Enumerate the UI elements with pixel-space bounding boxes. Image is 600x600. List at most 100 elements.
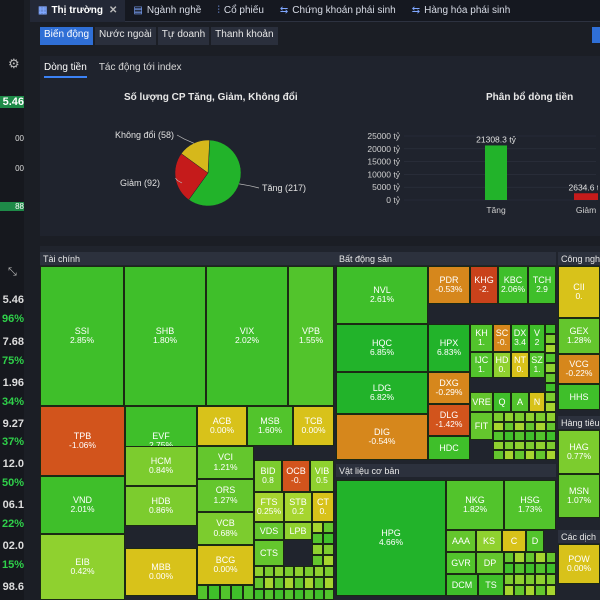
heatmap-tile-small[interactable] bbox=[545, 552, 556, 563]
heatmap-tile-small[interactable] bbox=[535, 450, 546, 460]
heatmap-tile-acb[interactable]: ACB 0.00% bbox=[197, 406, 247, 446]
heatmap-tile-small[interactable] bbox=[208, 585, 220, 600]
heatmap-tile-small[interactable] bbox=[312, 544, 323, 555]
heatmap-tile-small[interactable] bbox=[294, 577, 304, 589]
heatmap-tile-small[interactable] bbox=[493, 421, 504, 432]
tab-tac-dong-index[interactable]: Tác động tới index bbox=[98, 62, 182, 73]
heatmap-tile-d[interactable]: D bbox=[526, 530, 544, 552]
subtab-bien-dong[interactable]: Biến động bbox=[40, 27, 94, 45]
heatmap-tile-hpx[interactable]: HPX 6.83% bbox=[428, 324, 470, 372]
expand-icon[interactable]: ⤡ bbox=[8, 266, 17, 278]
heatmap-tile-small[interactable] bbox=[304, 566, 314, 578]
heatmap-tile-small[interactable] bbox=[545, 324, 556, 334]
heatmap-tile-hag[interactable]: HAG 0.77% bbox=[558, 430, 600, 474]
heatmap-tile-small[interactable] bbox=[514, 552, 525, 563]
heatmap-tile-small[interactable] bbox=[524, 563, 536, 574]
heatmap-tile-small[interactable] bbox=[545, 440, 556, 451]
heatmap-tile-small[interactable] bbox=[545, 412, 556, 422]
heatmap-tile-tpb[interactable]: TPB -1.06% bbox=[40, 406, 125, 476]
heatmap-tile-small[interactable] bbox=[504, 574, 515, 585]
heatmap-tile-ijc[interactable]: IJC 1. bbox=[470, 352, 493, 378]
sector-header[interactable]: Tài chính bbox=[40, 252, 336, 265]
heatmap-tile-hd[interactable]: HD 0. bbox=[493, 352, 511, 378]
heatmap-tile-small[interactable] bbox=[545, 372, 556, 383]
heatmap-tile-hqc[interactable]: HQC 6.85% bbox=[336, 324, 428, 372]
heatmap-tile-ors[interactable]: ORS 1.27% bbox=[197, 479, 254, 512]
heatmap-tile-small[interactable] bbox=[219, 585, 232, 600]
tab-dong-tien[interactable]: Dòng tiền bbox=[44, 62, 87, 78]
heatmap-tile-hcm[interactable]: HCM 0.84% bbox=[125, 446, 197, 486]
heatmap-tile-small[interactable] bbox=[524, 412, 535, 422]
heatmap-tile-small[interactable] bbox=[524, 440, 535, 451]
heatmap-tile-small[interactable] bbox=[545, 402, 556, 412]
heatmap-tile-gvr[interactable]: GVR bbox=[446, 552, 476, 574]
heatmap-tile-small[interactable] bbox=[264, 588, 274, 600]
heatmap-tile-dxg[interactable]: DXG -0.29% bbox=[428, 372, 470, 404]
heatmap-tile-small[interactable] bbox=[545, 363, 556, 373]
heatmap-tile-small[interactable] bbox=[545, 421, 556, 432]
heatmap-tile-small[interactable] bbox=[545, 382, 556, 393]
heatmap-tile-tcb[interactable]: TCB 0.00% bbox=[293, 406, 334, 446]
heatmap-tile-sz[interactable]: SZ 1. bbox=[529, 352, 545, 378]
heatmap-tile-aaa[interactable]: AAA bbox=[446, 530, 476, 552]
heatmap-tile-ocb[interactable]: OCB -0. bbox=[282, 460, 310, 492]
heatmap-tile-dp[interactable]: DP bbox=[476, 552, 504, 574]
heatmap-tile-small[interactable] bbox=[324, 588, 334, 600]
heatmap-tile-small[interactable] bbox=[545, 353, 556, 364]
heatmap-tile-small[interactable] bbox=[545, 392, 556, 403]
heatmap-tile-dcm[interactable]: DCM bbox=[446, 574, 478, 596]
heatmap-tile-vix[interactable]: VIX 2.02% bbox=[206, 266, 288, 406]
heatmap-tile-small[interactable] bbox=[254, 566, 264, 578]
heatmap-tile-eib[interactable]: EIB 0.42% bbox=[40, 534, 125, 600]
heatmap-tile-small[interactable] bbox=[503, 412, 514, 422]
sector-header[interactable]: Công nghệ bbox=[558, 252, 600, 265]
heatmap-tile-small[interactable] bbox=[545, 333, 556, 344]
heatmap-tile-cii[interactable]: CII 0. bbox=[558, 266, 600, 318]
heatmap-tile-mbb[interactable]: MBB 0.00% bbox=[125, 548, 197, 596]
heatmap-tile-sc[interactable]: SC -0. bbox=[493, 324, 511, 352]
heatmap-tile-small[interactable] bbox=[274, 588, 284, 600]
heatmap-tile-n[interactable]: N bbox=[529, 392, 545, 412]
sector-header[interactable]: Vật liệu cơ bản bbox=[336, 464, 556, 477]
tab-co-phieu[interactable]: ⫶ Cổ phiếu bbox=[209, 0, 272, 22]
heatmap-tile-vcg[interactable]: VCG -0.22% bbox=[558, 354, 600, 384]
tab-nganh-nghe[interactable]: ▤ Ngành nghề bbox=[125, 0, 209, 22]
heatmap-tile-small[interactable] bbox=[312, 522, 323, 533]
heatmap-tile-small[interactable] bbox=[274, 566, 284, 578]
heatmap-tile-small[interactable] bbox=[514, 440, 525, 451]
heatmap-tile-small[interactable] bbox=[254, 577, 264, 589]
heatmap-tile-tch[interactable]: TCH 2.9 bbox=[528, 266, 556, 304]
heatmap-tile-vci[interactable]: VCI 1.21% bbox=[197, 446, 254, 479]
heatmap-tile-small[interactable] bbox=[493, 450, 504, 460]
heatmap-tile-small[interactable] bbox=[323, 533, 334, 544]
heatmap-tile-nkg[interactable]: NKG 1.82% bbox=[446, 480, 504, 530]
heatmap-tile-small[interactable] bbox=[545, 431, 556, 441]
tab-thi-truong[interactable]: ▦ Thị trường ✕ bbox=[30, 0, 126, 22]
heatmap-tile-small[interactable] bbox=[545, 563, 556, 574]
heatmap-tile-small[interactable] bbox=[524, 421, 535, 432]
heatmap-tile-small[interactable] bbox=[264, 566, 274, 578]
heatmap-tile-ks[interactable]: KS bbox=[476, 530, 502, 552]
heatmap-tile-small[interactable] bbox=[504, 585, 515, 596]
heatmap-tile-small[interactable] bbox=[514, 421, 525, 432]
heatmap-tile-small[interactable] bbox=[524, 552, 536, 563]
heatmap-tile-small[interactable] bbox=[503, 450, 514, 460]
heatmap-tile-small[interactable] bbox=[323, 544, 334, 555]
heatmap-tile-small[interactable] bbox=[524, 431, 535, 441]
heatmap-tile-small[interactable] bbox=[284, 566, 294, 578]
heatmap-tile-hdb[interactable]: HDB 0.86% bbox=[125, 486, 197, 526]
heatmap-tile-khg[interactable]: KHG -2. bbox=[470, 266, 498, 304]
heatmap-tile-small[interactable] bbox=[535, 563, 546, 574]
heatmap-tile-dx[interactable]: DX 3.4 bbox=[511, 324, 529, 352]
heatmap-tile-bcg[interactable]: BCG 0.00% bbox=[197, 545, 254, 585]
tab-hang-hoa-phai-sinh[interactable]: ⇆ Hàng hóa phái sinh bbox=[404, 0, 519, 22]
heatmap-tile-fit[interactable]: FIT bbox=[470, 412, 493, 440]
heatmap-tile-gex[interactable]: GEX 1.28% bbox=[558, 318, 600, 354]
subtab-tu-doanh[interactable]: Tự doanh bbox=[157, 27, 210, 45]
heatmap-tile-c[interactable]: C bbox=[502, 530, 526, 552]
heatmap-tile-small[interactable] bbox=[264, 577, 274, 589]
heatmap-tile-small[interactable] bbox=[493, 440, 504, 451]
heatmap-tile-small[interactable] bbox=[323, 522, 334, 533]
heatmap-tile-small[interactable] bbox=[545, 343, 556, 354]
